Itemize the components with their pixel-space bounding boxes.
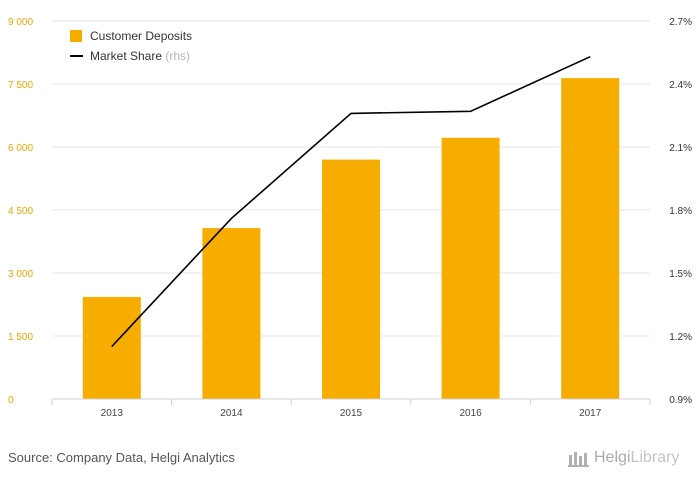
y-tick-label-left: 9 000 xyxy=(8,17,33,28)
x-tick-label: 2015 xyxy=(340,408,363,419)
legend-label-market-share: Market Share (rhs) xyxy=(90,49,190,63)
y-tick-label-right: 1.8% xyxy=(669,206,692,217)
y-tick-label-left: 6 000 xyxy=(8,143,33,154)
legend-label-deposits: Customer Deposits xyxy=(90,29,192,43)
y-tick-label-right: 1.5% xyxy=(669,269,692,280)
bar-2017 xyxy=(561,78,620,400)
bar-2014 xyxy=(202,228,261,399)
y-tick-label-left: 7 500 xyxy=(8,80,33,91)
y-tick-label-right: 1.2% xyxy=(669,332,692,343)
x-tick-label: 2013 xyxy=(101,408,124,419)
chart: 0 1 500 3 000 4 500 6 000 7 500 9 000 0.9% 1.2% 1… xyxy=(8,17,692,419)
helgi-library-logo[interactable]: Helgi Library xyxy=(568,449,679,467)
y-tick-label-right: 0.9% xyxy=(669,395,692,406)
logo-suffix-text: Library xyxy=(630,449,680,466)
y-tick-label-left: 3 000 xyxy=(8,269,33,280)
axes: 0 1 500 3 000 4 500 6 000 7 500 9 000 0.9% 1.2% 1… xyxy=(8,17,692,419)
legend: Customer Deposits Market Share (rhs) xyxy=(70,29,192,63)
y-tick-label-right: 2.1% xyxy=(669,143,692,154)
bar-series xyxy=(82,78,620,400)
source-note: Source: Company Data, Helgi Analytics xyxy=(8,450,235,465)
bar-2015 xyxy=(322,159,380,399)
y-tick-label-right: 2.7% xyxy=(669,17,692,28)
y-tick-label-left: 1 500 xyxy=(8,332,33,343)
line-series xyxy=(111,55,591,348)
x-tick-label: 2017 xyxy=(579,408,602,419)
y-tick-label-left: 4 500 xyxy=(8,206,33,217)
y-tick-label-right: 2.4% xyxy=(669,80,692,91)
legend-swatch-deposits xyxy=(70,30,82,42)
logo-brand-text: Helgi xyxy=(594,449,631,466)
x-tick-label: 2014 xyxy=(220,408,243,419)
x-tick-label: 2016 xyxy=(459,408,482,419)
legend-label-rhs-suffix: (rhs) xyxy=(165,49,190,63)
y-tick-label-left: 0 xyxy=(8,395,14,406)
bar-2013 xyxy=(82,296,141,399)
bar-2016 xyxy=(441,137,500,399)
helgi-library-logo-icon xyxy=(568,452,589,467)
